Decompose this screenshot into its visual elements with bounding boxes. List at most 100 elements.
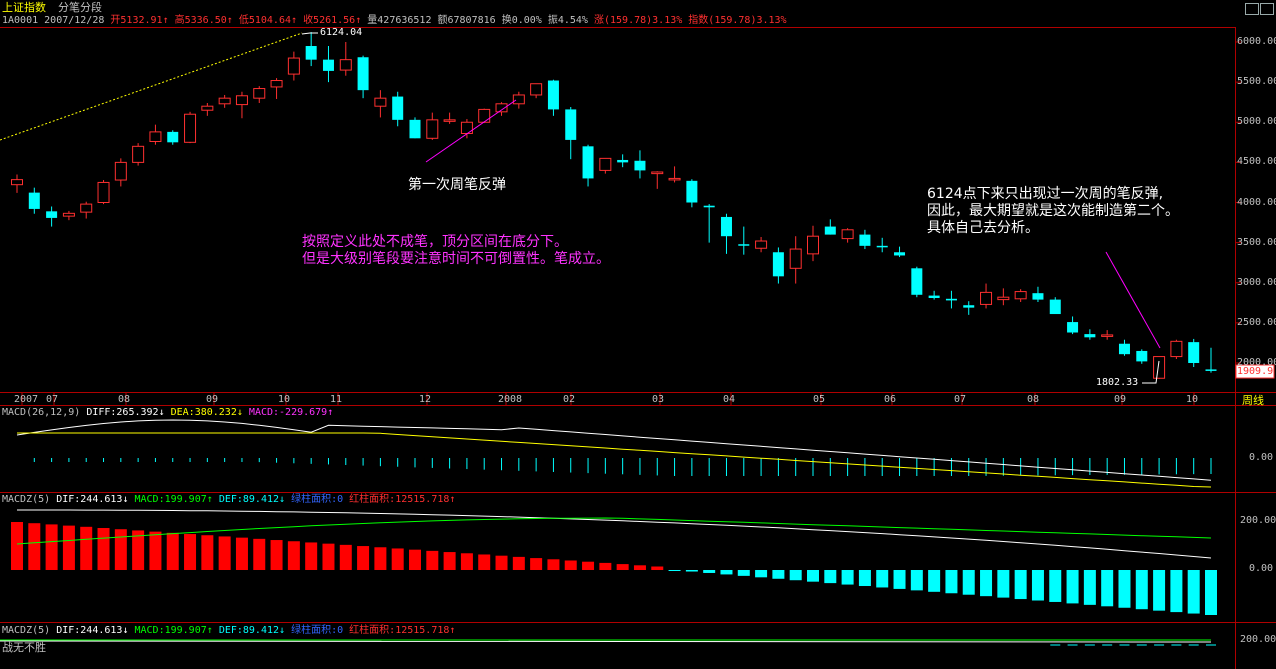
macdz-dif: DIF:244.613 bbox=[56, 494, 123, 505]
macdz2-dif-line bbox=[0, 640, 1212, 643]
macdz-red-bar bbox=[132, 530, 145, 570]
price-tick-label: 5500.00 bbox=[1237, 76, 1276, 88]
candle-body-up bbox=[1101, 334, 1114, 337]
macdz-cyan-bar bbox=[1205, 570, 1217, 615]
time-tick-label: 05 bbox=[813, 394, 826, 405]
macdz-def: DEF:89.412 bbox=[218, 494, 280, 505]
candle-body-up bbox=[235, 95, 248, 106]
window-restore-button[interactable] bbox=[1245, 3, 1259, 15]
price-tick-label: 6000.00 bbox=[1237, 36, 1276, 47]
macdz-red-bar bbox=[218, 536, 231, 570]
candle-body-up bbox=[460, 121, 473, 134]
macd-zero-tick: 0.00 bbox=[1249, 452, 1274, 463]
candle-body-down bbox=[876, 245, 888, 248]
candle-body-up bbox=[530, 83, 543, 96]
macdz-cyan-bar bbox=[928, 570, 941, 592]
last-price-label: 1909.9 bbox=[1237, 366, 1274, 377]
macdz-cyan-bar bbox=[1135, 570, 1148, 610]
candle-body-down bbox=[409, 119, 421, 139]
candle-body-down bbox=[1067, 322, 1079, 333]
macdz-cyan-bar bbox=[703, 570, 716, 573]
period-selector[interactable]: 分笔分段 bbox=[58, 1, 102, 14]
macdz-cyan-bar bbox=[1014, 570, 1027, 600]
candle-body-up bbox=[270, 80, 283, 88]
macdz-series bbox=[11, 509, 1217, 615]
candle-body-down bbox=[322, 59, 334, 71]
macdz-red-bar bbox=[564, 560, 577, 570]
candle-body-up bbox=[807, 235, 819, 255]
time-tick-label: 04 bbox=[723, 394, 736, 405]
macdz-red-bar bbox=[322, 543, 335, 570]
macdz-red-bar bbox=[633, 565, 646, 570]
candle-body-down bbox=[617, 159, 629, 163]
macdz-tick-200: 200.00 bbox=[1240, 515, 1276, 526]
candle-body-down bbox=[1205, 369, 1217, 371]
quote-low: 低5104.64 bbox=[238, 15, 291, 26]
macdz-red-bar bbox=[374, 547, 387, 570]
macdz-red-bar bbox=[460, 553, 473, 570]
macdz-cyan-bar bbox=[893, 570, 906, 589]
macdz2-macd: MACD:199.907 bbox=[134, 625, 207, 636]
candle-body-up bbox=[997, 296, 1010, 301]
period-label[interactable]: 周线 bbox=[1242, 394, 1264, 407]
macdz-title: MACDZ(5) bbox=[2, 494, 51, 505]
rule-note-line2: 但是大级别笔段要注意时间不可倒置性。笔成立。 bbox=[302, 251, 610, 267]
candle-body-up bbox=[426, 119, 439, 139]
time-tick-label: 09 bbox=[206, 394, 219, 405]
right-note-pointer-line bbox=[1105, 251, 1161, 349]
candle-body-down bbox=[772, 252, 784, 277]
macdz-red-bar bbox=[62, 525, 75, 570]
macdz-cyan-bar bbox=[876, 570, 889, 588]
time-tick-label: 07 bbox=[954, 394, 967, 405]
macdz-red-bar bbox=[235, 537, 248, 570]
time-tick-label: 11 bbox=[330, 394, 343, 405]
candle-body-down bbox=[859, 234, 871, 246]
macd-series bbox=[16, 419, 1212, 488]
time-tick-label: 12 bbox=[419, 394, 432, 405]
macdz-red-bar bbox=[512, 556, 525, 570]
macdz-cyan-bar bbox=[824, 570, 837, 584]
macdz-red-bar bbox=[547, 559, 560, 570]
macdz-cyan-bar bbox=[1153, 570, 1166, 611]
candle-body-up bbox=[287, 57, 300, 75]
quote-close: 收5261.56 bbox=[303, 15, 356, 26]
candle-body-down bbox=[738, 244, 750, 246]
candle-body-up bbox=[755, 240, 768, 249]
time-tick-label: 03 bbox=[652, 394, 665, 405]
candle-body-up bbox=[599, 157, 612, 171]
quote-amount: 额67807816 bbox=[437, 15, 496, 26]
peak-price-label: 6124.04 bbox=[320, 27, 363, 38]
macd-diff-line bbox=[16, 419, 1212, 481]
window-close-button[interactable] bbox=[1260, 3, 1274, 15]
macdz-red-bar bbox=[339, 544, 352, 570]
right-note-line2: 因此，最大期望就是这次能制造第二个。 bbox=[927, 203, 1179, 219]
macdz-cyan-bar bbox=[685, 570, 698, 572]
macdz-red-bar bbox=[270, 540, 283, 570]
macdz-red-bar bbox=[184, 534, 197, 570]
candle-body-down bbox=[634, 160, 646, 171]
trend-line-dotted bbox=[0, 32, 303, 141]
macdz-red-bar bbox=[409, 549, 421, 570]
macd-header: MACD(26,12,9) DIFF:265.392↓ DEA:380.232↓… bbox=[2, 407, 334, 418]
macdz-cyan-bar bbox=[1049, 570, 1062, 602]
macdz-red-bar bbox=[391, 548, 404, 570]
candle-body-down bbox=[1136, 350, 1148, 362]
candle-body-down bbox=[1084, 334, 1096, 338]
macdz-cyan-bar bbox=[980, 570, 993, 597]
macdz-red-area: 红柱面积:12515.718 bbox=[349, 494, 450, 505]
time-tick-label: 10 bbox=[278, 394, 291, 405]
macdz-cyan-bar bbox=[807, 570, 819, 582]
macdz-red-bar bbox=[599, 562, 612, 570]
time-tick-label: 2007 bbox=[14, 394, 39, 405]
price-tick-label: 2000.00 bbox=[1237, 357, 1276, 368]
candle-body-down bbox=[1188, 342, 1200, 363]
macdz-cyan-bar bbox=[910, 570, 923, 591]
macdz-dif-line bbox=[17, 509, 1212, 559]
candle-body-down bbox=[28, 192, 40, 209]
time-tick-label: 06 bbox=[884, 394, 897, 405]
macdz-tick-0: 0.00 bbox=[1249, 563, 1274, 574]
quote-volume: 量427636512 bbox=[367, 15, 432, 26]
macdz-red-bar bbox=[651, 566, 664, 570]
right-note-line3: 具体自己去分析。 bbox=[927, 220, 1039, 236]
